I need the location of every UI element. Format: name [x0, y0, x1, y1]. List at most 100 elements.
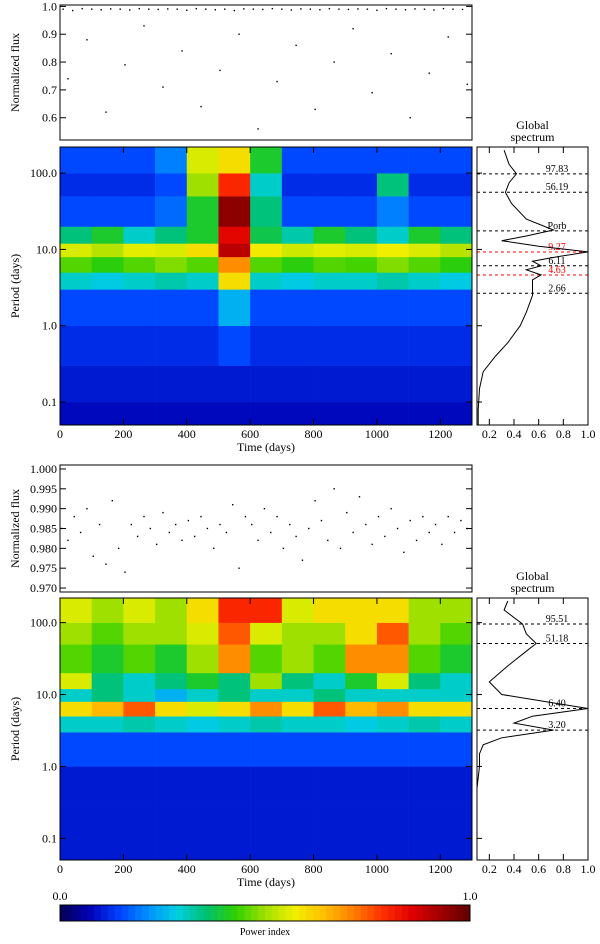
point	[447, 36, 449, 38]
heat-cell	[440, 804, 473, 839]
heat-cell	[123, 644, 156, 674]
colorbar-band	[347, 905, 355, 921]
heat-cell	[218, 196, 251, 227]
colorbar-band	[265, 905, 273, 921]
heat-cell	[60, 622, 92, 645]
point	[155, 543, 158, 546]
heat-cell	[218, 766, 251, 805]
heat-cell	[313, 256, 346, 273]
point	[371, 91, 373, 94]
heat-cell	[313, 766, 346, 805]
point	[333, 488, 335, 490]
point	[319, 9, 321, 11]
y-tick-label: 0.980	[30, 541, 57, 555]
point	[276, 80, 278, 83]
colorbar-band	[183, 905, 191, 921]
heat-cell	[155, 147, 188, 174]
point	[73, 515, 75, 518]
point	[117, 547, 120, 550]
point	[282, 547, 285, 550]
heat-cell	[250, 716, 283, 733]
heat-cell	[313, 147, 346, 174]
point	[233, 9, 236, 12]
point	[295, 535, 297, 538]
heat-cell	[345, 701, 378, 717]
point	[290, 9, 293, 11]
heat-cell	[440, 701, 473, 717]
heat-cell	[313, 272, 346, 290]
heat-cell	[155, 622, 188, 645]
colorbar-band	[319, 905, 327, 921]
heat-cell	[60, 716, 92, 733]
heat-cell	[218, 365, 251, 403]
heat-cell	[218, 732, 251, 767]
heat-cell	[408, 325, 441, 366]
colorbar-band	[224, 905, 232, 921]
y-tick-label: 0.7	[42, 83, 57, 97]
point	[92, 555, 94, 557]
y-axis-label: Normalized flux	[8, 489, 22, 568]
heat-cell	[155, 272, 188, 290]
point	[461, 8, 464, 11]
heat-cell	[91, 173, 124, 197]
colorbar-band	[374, 905, 382, 921]
heat-cell	[313, 325, 346, 366]
point	[327, 539, 329, 542]
heat-cell	[218, 243, 251, 258]
heat-cell	[440, 147, 473, 174]
colorbar-band	[422, 905, 430, 921]
colorbar-band	[333, 905, 341, 921]
colorbar-band	[415, 905, 423, 921]
heat-cell	[218, 598, 251, 623]
heat-cell	[155, 644, 188, 674]
heat-cell	[218, 226, 251, 244]
heat-cell	[186, 672, 219, 690]
heat-cell	[155, 289, 188, 327]
point	[395, 8, 397, 10]
point	[124, 571, 126, 573]
y-tick-label: 0.995	[30, 482, 57, 496]
heat-cell	[408, 226, 441, 244]
point	[366, 8, 369, 10]
point	[136, 535, 139, 538]
heat-cell	[345, 732, 378, 767]
heat-cell	[408, 196, 441, 227]
heat-cell	[155, 402, 188, 426]
panel-title: spectrum	[511, 130, 556, 144]
point	[162, 511, 164, 514]
colorbar-band	[278, 905, 286, 921]
colorbar-band	[169, 905, 177, 921]
heat-cell	[408, 672, 441, 690]
y-tick-label: 0.985	[30, 522, 57, 536]
heat-cell	[60, 838, 92, 861]
colorbar-band	[73, 905, 81, 921]
heat-cell	[345, 598, 378, 623]
heat-cell	[218, 325, 251, 366]
point	[143, 515, 145, 518]
point	[71, 9, 74, 12]
point	[295, 44, 297, 47]
point	[224, 8, 226, 10]
point	[200, 515, 202, 518]
point	[110, 8, 112, 10]
heat-cell	[440, 716, 473, 733]
heat-cell	[345, 325, 378, 366]
point	[90, 8, 93, 10]
point	[308, 527, 310, 530]
heat-cell	[218, 402, 251, 426]
heat-cell	[345, 196, 378, 227]
heat-cell	[123, 173, 156, 197]
heat-cell	[60, 243, 92, 258]
heat-cell	[440, 196, 473, 227]
heat-cell	[60, 289, 92, 327]
colorbar-band	[292, 905, 300, 921]
heat-cell	[345, 688, 378, 702]
heat-cell	[123, 622, 156, 645]
heat-cell	[186, 325, 219, 366]
x-tick-label: 0.8	[556, 862, 571, 876]
point	[219, 69, 221, 72]
heat-cell	[218, 701, 251, 717]
heat-cell	[376, 365, 409, 403]
heat-cell	[345, 173, 378, 197]
colorbar-band	[442, 905, 450, 921]
